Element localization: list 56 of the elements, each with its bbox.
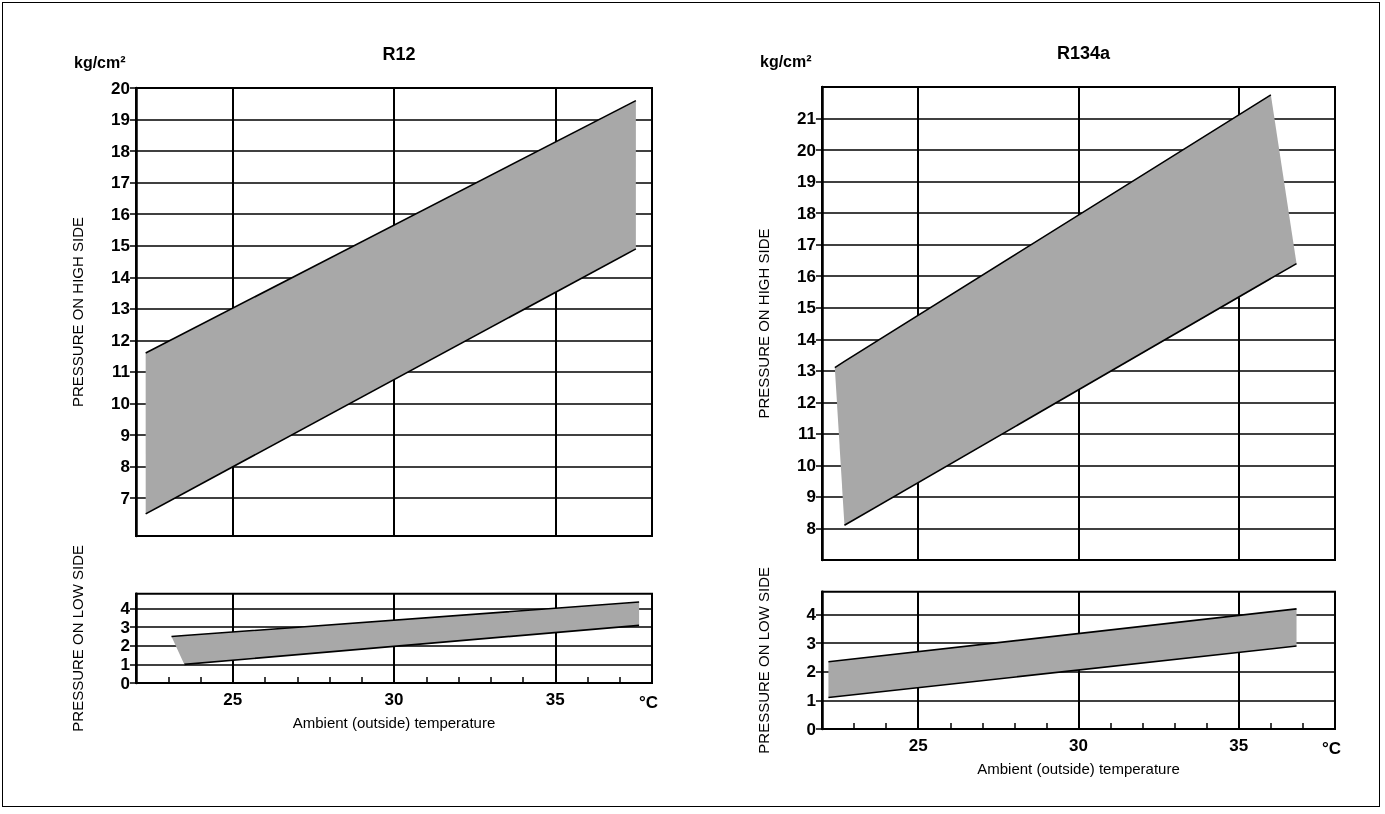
y-tick-label: 19 xyxy=(797,172,816,192)
y-tick-label: 8 xyxy=(120,457,130,477)
x-tick-label: 30 xyxy=(384,690,404,709)
y-tick-label: 3 xyxy=(120,617,130,637)
x-axis-title: Ambient (outside) temperature xyxy=(292,714,496,731)
y-tick-label: 9 xyxy=(120,425,130,445)
text: °C xyxy=(1321,739,1341,758)
x-tick-label: 35 xyxy=(545,690,565,709)
y-tick-label: 20 xyxy=(111,78,130,98)
y-axis-title: PRESSURE ON LOW SIDE xyxy=(755,567,772,754)
y-tick-label: 4 xyxy=(806,605,817,625)
text: kg/cm² xyxy=(760,52,812,70)
y-tick-label: 16 xyxy=(111,204,130,224)
y-tick-label: 17 xyxy=(111,173,130,193)
x-tick-label: 35 xyxy=(1229,736,1249,755)
y-tick-label: 11 xyxy=(112,362,130,382)
y-tick-label: 20 xyxy=(797,140,816,160)
y-tick-label: 8 xyxy=(806,518,816,538)
y-axis-title: PRESSURE ON HIGH SIDE xyxy=(69,216,86,408)
y-tick-label: 9 xyxy=(806,487,816,507)
y-tick-label: 19 xyxy=(111,110,130,130)
y-tick-label: 0 xyxy=(806,719,816,739)
y-tick-label: 13 xyxy=(111,299,130,319)
text: kg/cm² xyxy=(74,53,126,71)
x-tick-label: 30 xyxy=(1069,736,1088,755)
y-tick-label: 21 xyxy=(797,109,816,129)
y-tick-label: 2 xyxy=(806,662,816,682)
x-tick-label: 25 xyxy=(223,690,243,709)
y-tick-label: 1 xyxy=(120,654,130,674)
chart-title: R12 xyxy=(382,44,416,64)
y-tick-label: 16 xyxy=(797,266,816,286)
y-axis-title: PRESSURE ON HIGH SIDE xyxy=(755,228,772,419)
y-tick-label: 18 xyxy=(797,203,816,223)
y-tick-label: 12 xyxy=(111,330,130,350)
y-tick-label: 15 xyxy=(111,236,130,256)
y-tick-label: 17 xyxy=(797,235,816,255)
y-tick-label: 3 xyxy=(806,633,816,653)
y-tick-label: 7 xyxy=(120,488,130,508)
y-tick-label: 10 xyxy=(111,393,130,413)
y-tick-label: 14 xyxy=(111,267,131,287)
y-tick-label: 1 xyxy=(806,690,816,710)
y-tick-label: 10 xyxy=(797,455,816,475)
x-axis-title: Ambient (outside) temperature xyxy=(977,760,1180,777)
y-axis-title: PRESSURE ON LOW SIDE xyxy=(69,545,86,732)
y-tick-label: 4 xyxy=(120,599,131,619)
y-tick-label: 14 xyxy=(797,329,817,349)
text: °C xyxy=(638,693,658,712)
y-tick-label: 0 xyxy=(120,673,130,693)
y-tick-label: 18 xyxy=(111,141,130,161)
y-tick-label: 2 xyxy=(120,636,130,656)
y-tick-label: 12 xyxy=(797,392,816,412)
y-tick-label: 11 xyxy=(798,424,816,444)
chart-title: R134a xyxy=(1056,43,1112,63)
y-tick-label: 13 xyxy=(797,361,816,381)
y-tick-label: 15 xyxy=(797,298,816,318)
x-tick-label: 25 xyxy=(908,736,928,755)
